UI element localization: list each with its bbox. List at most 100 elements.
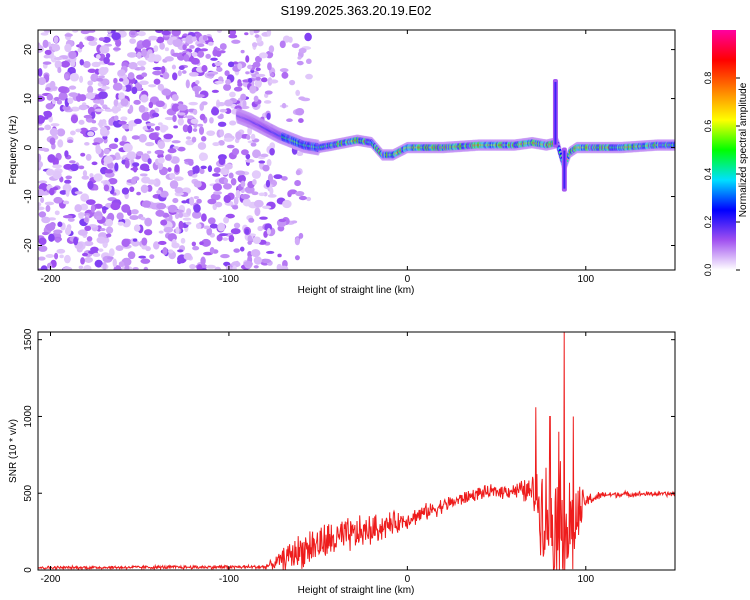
spectrogram-noise-dot [114,152,121,160]
spectrogram-noise-dot [45,204,51,212]
spectrogram-noise-dot [78,119,85,125]
spectrogram-noise-dot [224,108,232,115]
spectrogram-noise-dot [251,42,258,48]
spectrogram-noise-dot [80,203,89,211]
spectrogram-noise-dot [131,176,137,185]
spectrogram-noise-dot [294,180,301,187]
spectrogram-noise-dot [229,91,236,98]
spectrogram-noise-dot [158,230,164,234]
spectrogram-noise-dot [218,76,224,82]
spectrogram-noise-dot [276,263,283,270]
spectrogram-noise-dot [228,234,235,243]
spectrogram-noise-dot [56,99,63,105]
spectrogram-noise-dot [77,212,86,216]
spectrogram-noise-dot [45,168,55,176]
spectrogram-noise-dot [188,71,199,77]
spectrogram-noise-dot [172,72,178,81]
spectrogram-noise-dot [177,146,186,152]
spectrogram-noise-dot [291,220,298,224]
spectrogram-noise-dot [90,246,99,253]
spectrogram-noise-dot [225,79,231,85]
spectrogram-noise-dot [174,164,180,173]
spectrogram-noise-dot [47,154,56,163]
spectrogram-noise-dot [196,198,202,204]
spectrogram-noise-dot [38,256,46,261]
spectrogram-noise-dot [298,195,307,201]
spectrogram-noise-dot [199,113,206,121]
spectrogram-noise-dot [42,39,49,49]
spectrogram-noise-dot [65,175,73,180]
spectrogram-noise-dot [44,49,52,56]
spectrogram-noise-dot [143,229,153,236]
spectrogram-noise-dot [115,39,122,47]
spectrogram-noise-dot [288,36,293,43]
spectrogram-noise-dot [252,149,261,159]
spectrogram-noise-dot [217,101,226,107]
spectrogram-spike-core [563,150,566,189]
spectrogram-noise-dot [171,64,177,70]
spectrogram-noise-dot [196,264,203,270]
spectrogram-noise-dot [167,167,172,172]
spectrogram-noise-dot [38,180,48,184]
spectrogram-noise-dot [93,186,99,191]
spectrogram-noise-dot [192,128,198,133]
spectrogram-noise-dot [192,246,200,251]
spectrogram-noise-dot [148,101,154,109]
spectrogram-noise-dot [197,123,204,127]
spectrogram-y-ticks: -20 -10 0 10 20 [23,44,675,253]
spectrogram-noise-dot [70,130,76,136]
spectrogram-noise-dot [62,200,70,205]
spectrogram-noise-dot [120,98,129,107]
spectrogram-noise-dot [95,146,102,155]
spectrogram-noise-dot [233,196,239,206]
spectrogram-noise-dot [62,183,72,193]
snr-series-line [38,332,675,570]
spectrogram-noise-dot [244,228,250,235]
spectrogram-noise-dot [95,54,101,60]
snr-panel: -200 -100 0 100 0 500 1000 1500 Height of stra… [8,328,676,596]
spectrogram-noise-dot [80,152,86,157]
spectrogram-noise-dot [105,233,112,238]
spectrogram-noise-dot [249,30,254,36]
spectrogram-noise-dot [43,54,51,59]
spectrogram-noise-dot [153,78,161,85]
spectrogram-noise-dot [155,100,165,108]
spectrogram-noise-dot [155,209,165,217]
spectrogram-noise-dot [247,64,253,70]
spectrogram-noise-dot [68,85,77,90]
spectrogram-noise-dot [224,70,230,77]
spectrogram-noise-dot [148,132,159,141]
spectrogram-noise-dot [216,30,223,34]
spectrogram-noise-dot [294,237,300,246]
spectrogram-noise-dot [177,212,184,218]
spectrogram-noise-dot [140,94,149,103]
spectrogram-spike-core [554,81,557,145]
spectrogram-noise-dot [60,60,71,68]
spectrogram-noise-dot [209,117,214,124]
spectrogram-noise-dot [230,178,237,186]
spectrogram-noise-dot [264,90,273,95]
spectrogram-noise-dot [216,234,223,242]
spectrogram-noise-dot [120,116,128,121]
spectrogram-noise-dot [189,45,195,49]
spectrogram-noise-dot [243,261,253,267]
spectrogram-noise-dot [295,191,305,197]
spectrogram-noise-dot [183,54,190,62]
spectrogram-noise-dot [129,38,137,44]
spectrogram-noise-dot [200,48,209,52]
spectrogram-noise-dot [53,36,59,44]
spectrogram-noise-dot [84,256,93,263]
spectrogram-noise-dot [64,179,72,184]
spectrogram-noise-dot [159,124,167,133]
spectrogram-noise-dot [191,241,197,247]
spectrogram-noise-dot [190,57,200,65]
spectrogram-noise-dot [38,77,47,86]
spectrogram-noise-dot [152,70,162,76]
spectrogram-noise-dot [269,187,274,195]
spectrogram-noise-dot [168,214,173,223]
spectrogram-noise-dot [88,40,98,46]
spectrogram-noise-dot [41,216,51,224]
spectrogram-noise-dot [198,152,209,161]
spectrogram-noise-dot [172,114,177,123]
